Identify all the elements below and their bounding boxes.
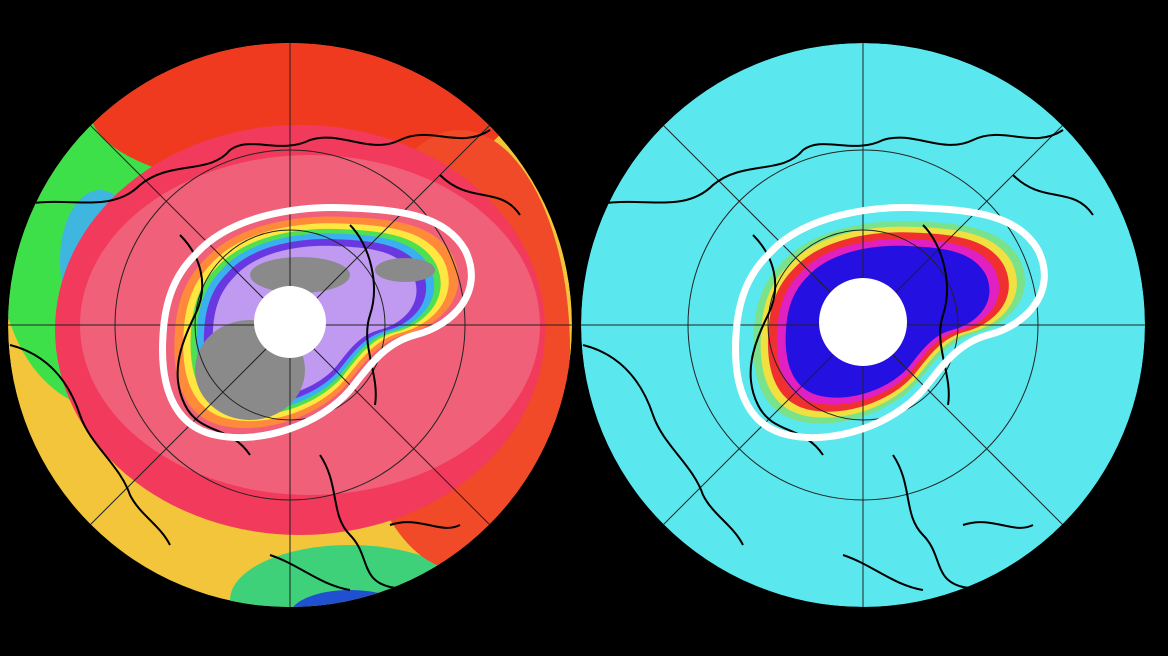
gray-region [250,257,350,293]
right-map [581,43,1145,607]
blue-region [290,590,410,607]
gray-region [375,258,435,282]
pole [254,286,326,358]
left-map [8,43,572,607]
pole [819,278,907,366]
